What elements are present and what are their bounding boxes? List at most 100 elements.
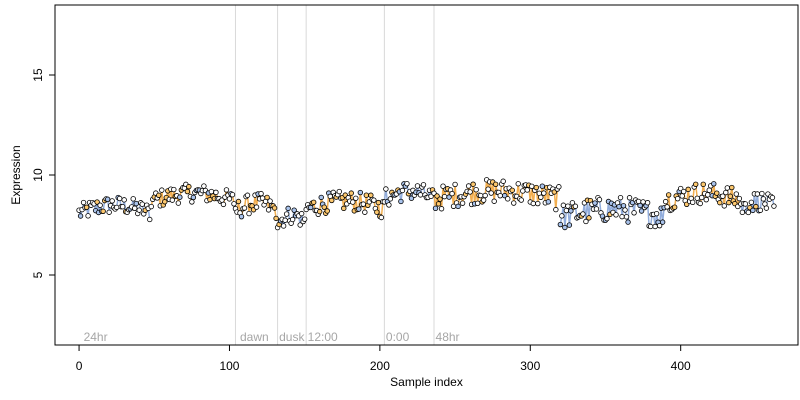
data-point <box>568 208 574 214</box>
data-point <box>226 196 233 202</box>
data-point <box>467 189 473 195</box>
data-point <box>750 207 756 214</box>
data-point <box>693 181 699 187</box>
data-point <box>557 221 564 228</box>
data-point <box>644 200 651 206</box>
data-point <box>386 202 392 208</box>
data-point <box>488 190 494 196</box>
data-point <box>593 206 600 212</box>
data-point <box>596 196 603 203</box>
data-point <box>717 199 723 206</box>
data-point <box>674 195 681 202</box>
data-point <box>465 183 472 189</box>
data-point <box>556 184 562 190</box>
data-point <box>159 187 165 193</box>
data-point <box>754 191 761 197</box>
data-point <box>356 206 362 212</box>
data-point <box>664 204 670 210</box>
data-point <box>362 209 368 215</box>
data-point <box>353 195 359 201</box>
data-point <box>659 219 666 225</box>
data-point <box>133 200 139 207</box>
data-point <box>136 207 142 213</box>
data-point <box>446 194 452 200</box>
data-point <box>553 206 559 213</box>
data-point <box>438 206 445 212</box>
data-point <box>524 187 530 193</box>
data-point <box>318 194 324 201</box>
data-point <box>617 194 624 201</box>
data-point <box>491 198 497 204</box>
data-point <box>452 181 458 188</box>
data-point <box>530 200 536 207</box>
data-point <box>592 200 598 206</box>
data-point <box>733 191 740 197</box>
data-point <box>623 214 630 220</box>
data-point <box>184 188 191 195</box>
data-point <box>139 201 145 207</box>
data-point <box>273 215 279 222</box>
data-point <box>769 194 776 201</box>
region-label: 12:00 <box>308 330 338 344</box>
data-point <box>267 198 273 204</box>
data-point <box>706 187 712 193</box>
data-point <box>301 216 308 222</box>
x-tick-label: 200 <box>370 359 390 373</box>
data-point <box>685 186 691 193</box>
data-point <box>280 223 287 229</box>
data-point <box>518 197 524 203</box>
data-point <box>336 188 342 195</box>
data-point <box>679 193 685 199</box>
region-labels: 24hr dawn dusk 12:00 0:00 48hr <box>84 330 460 344</box>
data-point <box>459 200 466 206</box>
data-point <box>285 205 291 212</box>
data-point <box>616 203 622 210</box>
data-point <box>520 188 526 194</box>
data-point <box>626 195 633 201</box>
data-point <box>748 199 755 205</box>
data-point <box>148 203 154 210</box>
data-point <box>321 204 327 210</box>
data-point <box>729 184 735 191</box>
data-point <box>106 209 112 215</box>
x-axis: 0 100 200 300 400 <box>76 344 691 373</box>
data-point <box>104 196 111 202</box>
data-point <box>720 193 726 199</box>
divider-lines <box>234 5 435 345</box>
data-point <box>189 199 195 205</box>
data-point <box>619 213 625 220</box>
data-point <box>147 216 153 223</box>
data-point <box>753 203 759 210</box>
data-point <box>671 204 678 210</box>
data-point <box>324 208 330 214</box>
data-points <box>76 177 777 231</box>
data-point <box>360 201 367 207</box>
data-point <box>482 192 488 199</box>
x-tick-label: 0 <box>76 359 83 373</box>
data-point <box>432 205 439 212</box>
data-point <box>229 192 236 198</box>
data-point <box>637 202 643 209</box>
data-point <box>703 196 709 203</box>
y-tick-label: 10 <box>31 168 45 182</box>
data-point <box>583 218 589 225</box>
data-point <box>586 215 592 221</box>
region-label: dusk <box>279 330 305 344</box>
data-point <box>156 192 162 199</box>
data-point <box>565 203 571 209</box>
data-point <box>238 213 245 220</box>
region-label: dawn <box>240 330 269 344</box>
data-point <box>492 181 499 188</box>
data-point <box>190 194 197 201</box>
data-point <box>745 209 752 216</box>
data-point <box>480 197 487 203</box>
data-point <box>711 181 717 187</box>
data-point <box>121 197 127 203</box>
data-point <box>310 199 317 205</box>
plot-frame <box>54 4 799 346</box>
data-point <box>505 196 511 202</box>
data-point <box>563 207 570 214</box>
data-point <box>434 193 440 199</box>
data-point <box>736 195 743 202</box>
